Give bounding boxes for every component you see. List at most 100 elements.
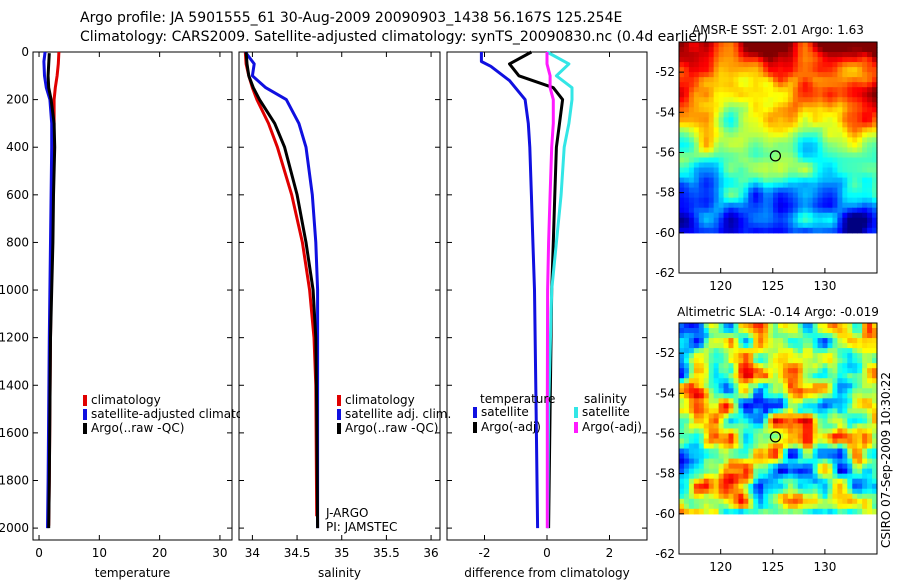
map-cell xyxy=(748,398,754,404)
map-cell xyxy=(698,393,705,399)
map-cell xyxy=(683,418,690,425)
map-cell xyxy=(688,428,695,435)
map-cell xyxy=(748,403,754,409)
sla-map-ytick-label: -52 xyxy=(655,346,675,360)
map-cell xyxy=(688,187,695,194)
map-cell xyxy=(822,177,829,184)
map-cell xyxy=(743,493,749,500)
map-cell xyxy=(753,378,759,384)
map-cell xyxy=(728,97,735,103)
sla-map-frame xyxy=(678,322,878,555)
map-cell xyxy=(748,323,754,329)
map-cell xyxy=(718,62,725,68)
map-cell xyxy=(857,182,863,189)
map-cell xyxy=(807,398,814,404)
depth-tick-label: 600 xyxy=(6,188,29,202)
map-cell xyxy=(797,418,804,425)
map-cell xyxy=(867,217,873,224)
map-cell xyxy=(827,378,834,384)
map-cell xyxy=(758,77,764,83)
map-cell xyxy=(817,508,824,515)
map-cell xyxy=(738,468,744,475)
map-cell xyxy=(852,132,858,139)
salinity-xtick-label: 34 xyxy=(245,546,260,560)
map-cell xyxy=(773,182,779,189)
map-cell xyxy=(713,67,720,73)
map-cell xyxy=(753,107,759,113)
map-cell xyxy=(817,42,824,48)
map-cell xyxy=(728,222,735,229)
map-cell xyxy=(802,207,809,214)
map-cell xyxy=(817,473,824,480)
map-cell xyxy=(847,343,853,349)
map-cell xyxy=(827,343,834,349)
map-cell xyxy=(683,383,690,389)
map-cell xyxy=(832,398,838,404)
map-cell xyxy=(748,458,754,465)
map-cell xyxy=(797,172,804,179)
map-cell xyxy=(688,463,695,470)
map-cell xyxy=(738,333,744,339)
map-cell xyxy=(847,97,853,103)
map-cell xyxy=(837,503,843,510)
map-cell xyxy=(812,423,819,430)
map-cell xyxy=(847,378,853,384)
map-cell xyxy=(847,117,853,123)
map-cell xyxy=(842,363,848,369)
map-cell xyxy=(862,443,868,450)
map-cell xyxy=(728,62,735,68)
map-cell xyxy=(862,107,868,113)
map-cell xyxy=(688,172,695,179)
map-cell xyxy=(807,147,814,154)
map-cell xyxy=(832,217,838,224)
map-cell xyxy=(787,373,794,379)
map-cell xyxy=(743,438,749,445)
map-cell xyxy=(837,388,843,394)
map-cell xyxy=(718,217,725,224)
map-cell xyxy=(797,102,804,108)
map-cell xyxy=(792,142,799,149)
map-cell xyxy=(743,112,749,118)
map-cell xyxy=(738,157,744,164)
map-cell xyxy=(738,152,744,159)
map-cell xyxy=(867,127,873,133)
map-cell xyxy=(842,177,848,184)
map-cell xyxy=(728,473,735,480)
map-cell xyxy=(782,493,789,500)
map-cell xyxy=(862,182,868,189)
map-cell xyxy=(817,478,824,485)
map-cell xyxy=(857,368,863,374)
map-cell xyxy=(693,217,700,224)
map-cell xyxy=(743,47,749,53)
map-cell xyxy=(837,197,843,204)
map-cell xyxy=(797,403,804,409)
map-cell xyxy=(802,413,809,420)
map-cell xyxy=(748,358,754,364)
map-cell xyxy=(708,167,715,174)
map-cell xyxy=(787,192,794,199)
map-cell xyxy=(718,478,725,485)
map-cell xyxy=(753,403,759,409)
map-cell xyxy=(832,438,838,445)
map-cell xyxy=(872,508,878,515)
map-cell xyxy=(728,172,735,179)
map-cell xyxy=(862,222,868,229)
map-cell xyxy=(758,182,764,189)
map-cell xyxy=(842,167,848,174)
map-cell xyxy=(792,217,799,224)
map-cell xyxy=(698,333,705,339)
map-cell xyxy=(733,373,739,379)
map-cell xyxy=(827,142,834,149)
map-cell xyxy=(817,413,824,420)
map-cell xyxy=(718,72,725,78)
map-cell xyxy=(738,122,744,128)
map-cell xyxy=(797,72,804,78)
map-cell xyxy=(812,162,819,169)
map-cell xyxy=(728,373,735,379)
map-cell xyxy=(867,197,873,204)
map-cell xyxy=(857,197,863,204)
map-cell xyxy=(758,508,764,515)
map-cell xyxy=(683,473,690,480)
map-cell xyxy=(787,97,794,103)
map-cell xyxy=(753,97,759,103)
